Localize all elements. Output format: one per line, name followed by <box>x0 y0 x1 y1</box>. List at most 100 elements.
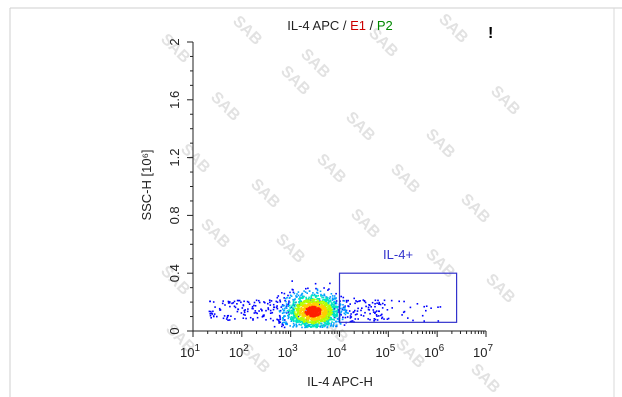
event-dot <box>310 323 313 326</box>
event-dot <box>335 292 337 295</box>
event-dot <box>320 293 322 296</box>
event-dot <box>282 319 284 321</box>
event-dot <box>439 306 442 308</box>
event-dot <box>318 319 321 321</box>
event-dot <box>316 298 319 300</box>
event-dot <box>322 313 324 316</box>
event-dot <box>326 321 329 324</box>
event-dot <box>333 308 336 310</box>
event-dot <box>233 305 236 308</box>
event-dot <box>328 300 331 302</box>
event-dot <box>276 318 278 321</box>
event-dot <box>311 299 313 301</box>
event-dot <box>295 301 297 303</box>
event-dot <box>337 320 339 323</box>
event-dot <box>278 314 281 317</box>
event-dot <box>284 299 286 302</box>
event-dot <box>224 304 226 306</box>
event-dot <box>334 306 336 309</box>
event-dot <box>316 324 319 327</box>
event-dot <box>327 289 329 291</box>
event-dot <box>303 295 305 298</box>
event-dot <box>258 301 261 304</box>
event-dot <box>357 307 359 310</box>
watermark-23: SAB <box>392 336 428 372</box>
event-dot <box>354 318 357 320</box>
event-dot <box>276 301 279 303</box>
watermark-17: SAB <box>347 206 383 242</box>
event-dot <box>264 301 266 304</box>
title-part-4: P2 <box>377 18 393 33</box>
event-dot <box>315 305 318 307</box>
event-dot <box>269 301 271 304</box>
event-dot <box>375 310 378 312</box>
event-dot <box>312 292 314 294</box>
event-dot <box>308 290 311 292</box>
event-dot <box>296 313 298 316</box>
event-dot <box>384 304 386 306</box>
event-dot <box>295 296 298 298</box>
event-dot <box>335 302 338 305</box>
event-dot <box>299 296 301 298</box>
event-dot <box>279 316 281 318</box>
event-dot <box>294 320 296 322</box>
event-dot <box>328 288 330 290</box>
event-dot <box>294 305 296 308</box>
event-dot <box>279 301 282 303</box>
event-dot <box>303 319 306 322</box>
event-dot <box>243 309 246 312</box>
event-dot <box>287 302 290 304</box>
event-dot <box>283 304 285 307</box>
event-dot <box>279 321 282 324</box>
event-dot <box>362 315 365 317</box>
event-dot <box>306 321 309 323</box>
event-dot <box>308 311 311 313</box>
event-dot <box>340 310 343 313</box>
event-dot <box>323 287 325 289</box>
event-dot <box>267 302 269 305</box>
event-dot <box>342 307 344 309</box>
event-dot <box>254 305 257 307</box>
event-dot <box>345 299 348 302</box>
event-dot <box>331 299 334 302</box>
event-dot <box>302 312 304 314</box>
event-dot <box>283 297 285 299</box>
x-tick-label: 106 <box>424 343 444 360</box>
event-dot <box>329 282 331 285</box>
event-dot <box>282 324 284 326</box>
event-dot <box>323 301 325 303</box>
event-dot <box>249 316 252 319</box>
event-dot <box>314 312 317 315</box>
title-part-3: / <box>366 18 377 33</box>
event-dot <box>331 302 333 304</box>
event-dot <box>297 291 300 293</box>
event-dot <box>303 318 305 321</box>
event-dot <box>321 309 323 312</box>
event-dot <box>299 317 301 320</box>
gate-rectangle[interactable] <box>338 272 458 323</box>
event-dot <box>294 298 296 300</box>
event-dot <box>213 313 216 315</box>
x-tick-exp: 1 <box>194 343 200 354</box>
event-dot <box>261 316 264 318</box>
event-dot <box>246 300 249 303</box>
x-tick-base: 10 <box>278 345 292 360</box>
event-dot <box>292 319 295 321</box>
event-dot <box>295 295 297 297</box>
event-dot <box>281 325 283 328</box>
event-dot <box>335 305 338 308</box>
event-dot <box>295 304 298 307</box>
event-dot <box>304 291 307 293</box>
event-dot <box>330 304 332 306</box>
event-dot <box>344 313 347 316</box>
event-dot <box>334 301 337 304</box>
event-dot <box>317 304 319 306</box>
x-tick-exp: 3 <box>292 343 298 354</box>
event-dot <box>322 305 324 308</box>
event-dot <box>333 316 336 319</box>
event-dot <box>292 322 295 325</box>
event-dot <box>374 311 377 313</box>
event-dot <box>236 299 239 302</box>
event-dot <box>321 299 324 301</box>
event-dot <box>379 303 382 306</box>
